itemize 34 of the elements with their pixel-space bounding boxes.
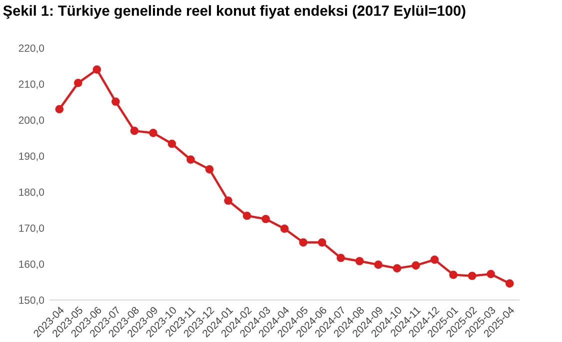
point (430, 256, 439, 264)
point (186, 155, 195, 164)
point (92, 65, 102, 74)
point (205, 165, 214, 174)
point (130, 126, 139, 135)
point (149, 128, 158, 138)
y-tick-label: 180,0 (19, 188, 44, 198)
point (318, 238, 326, 247)
point (336, 254, 345, 262)
point (242, 212, 252, 220)
point (374, 260, 382, 269)
point (412, 261, 420, 270)
point (449, 270, 458, 279)
point (74, 78, 82, 88)
y-tick-label: 220,0 (18, 44, 44, 54)
point (55, 105, 64, 114)
point (468, 272, 476, 280)
y-tick-label: 170,0 (19, 224, 44, 234)
point (168, 140, 176, 148)
point (505, 279, 514, 288)
point (280, 224, 289, 233)
y-tick-label: 150,0 (19, 296, 44, 306)
y-tick-label: 210,0 (18, 80, 44, 90)
point (355, 256, 364, 266)
point (299, 238, 308, 247)
y-tick-label: 190,0 (19, 152, 44, 162)
point (262, 214, 270, 224)
point (486, 270, 496, 278)
y-tick-label: 160,0 (19, 260, 44, 270)
point (111, 97, 120, 106)
chart-title: Şekil 1: Türkiye genelinde reel konut fiyat endeksi (2017 Eylül=100) (3, 5, 466, 19)
y-tick-label: 200,0 (18, 116, 44, 126)
point (392, 264, 402, 272)
point (224, 196, 232, 205)
